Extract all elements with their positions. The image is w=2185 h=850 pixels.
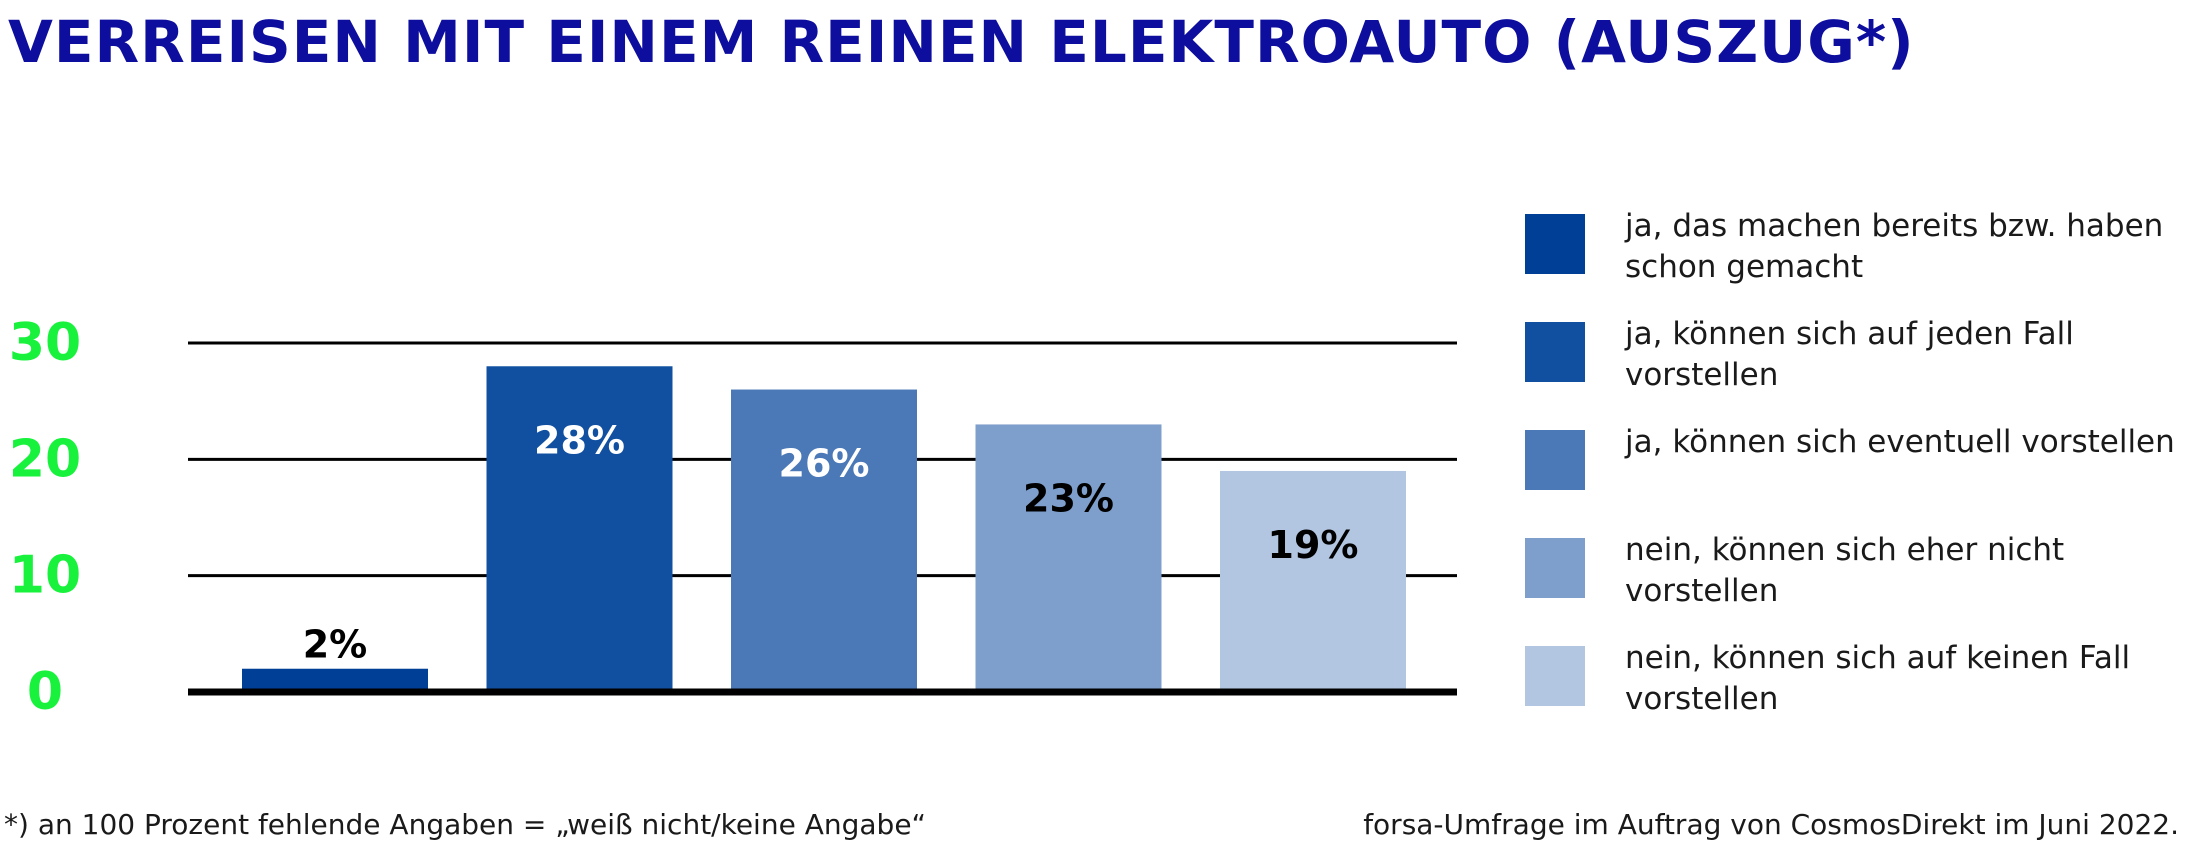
bar-value-label: 28% [534, 418, 625, 462]
bar [242, 668, 428, 692]
chart-title: VERREISEN MIT EINEM REINEN ELEKTROAUTO (… [8, 8, 1915, 76]
legend: ja, das machen bereits bzw. haben schon … [1525, 208, 2185, 750]
legend-item: ja, können sich auf jeden Fall vorstelle… [1525, 316, 2185, 426]
bar [731, 389, 917, 692]
legend-label: ja, das machen bereits bzw. haben schon … [1625, 208, 2164, 285]
legend-swatch [1525, 322, 1585, 382]
y-tick-label: 0 [27, 662, 63, 722]
legend-label: nein, können sich eher nicht vorstellen [1625, 532, 2065, 609]
bar-value-label: 26% [779, 442, 870, 486]
legend-label: ja, können sich auf jeden Fall vorstelle… [1625, 316, 2074, 393]
bar-value-label: 2% [303, 623, 368, 667]
legend-swatch [1525, 646, 1585, 706]
legend-swatch [1525, 214, 1585, 274]
legend-item: nein, können sich auf keinen Fall vorste… [1525, 640, 2185, 750]
legend-swatch [1525, 538, 1585, 598]
legend-swatch [1525, 430, 1585, 490]
legend-label: ja, können sich eventuell vorstellen [1625, 424, 2175, 460]
legend-item: ja, das machen bereits bzw. haben schon … [1525, 208, 2185, 318]
source-note: forsa-Umfrage im Auftrag von CosmosDirek… [1363, 808, 2179, 841]
bar-value-label: 19% [1268, 523, 1359, 567]
bar [975, 424, 1162, 692]
y-tick-label: 30 [9, 313, 81, 373]
bar-value-label: 23% [1023, 476, 1114, 520]
legend-label: nein, können sich auf keinen Fall vorste… [1625, 640, 2131, 717]
bar [486, 366, 673, 692]
y-tick-label: 20 [9, 429, 81, 489]
footnote: *) an 100 Prozent fehlende Angaben = „we… [4, 808, 927, 841]
y-tick-label: 10 [9, 546, 81, 606]
legend-item: nein, können sich eher nicht vorstellen [1525, 532, 2185, 642]
legend-item: ja, können sich eventuell vorstellen [1525, 424, 2185, 534]
bar [1220, 470, 1406, 692]
